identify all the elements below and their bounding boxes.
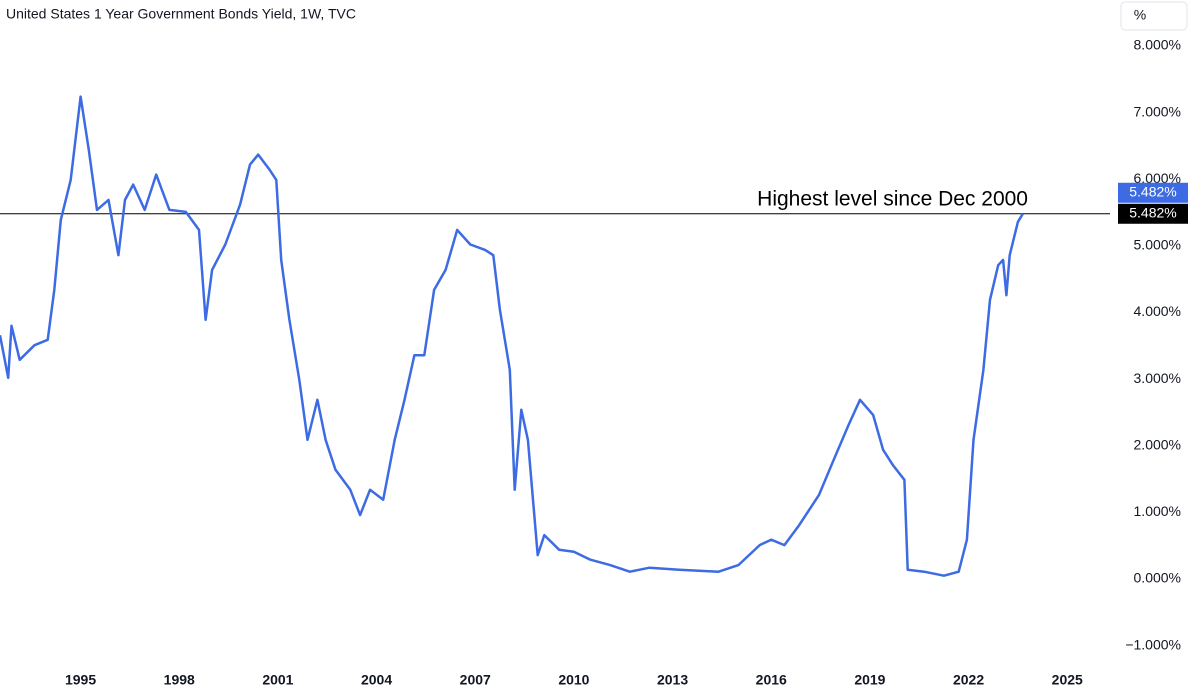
y-tick-label: 7.000% [1134,103,1181,119]
y-tick-label: 0.000% [1134,570,1181,586]
annotation-value-label: 5.482% [1129,204,1176,220]
y-tick-label: 2.000% [1134,436,1181,452]
x-tick-label: 2025 [1052,672,1083,688]
y-tick-label: 6.000% [1134,170,1181,186]
y-tick-label: 3.000% [1134,370,1181,386]
x-tick-label: 2004 [361,672,392,688]
chart-title: United States 1 Year Government Bonds Yi… [6,6,356,22]
last-value-box [1118,182,1188,203]
unit-button-box[interactable] [1120,1,1188,31]
y-tick-label: 5.000% [1134,237,1181,253]
annotation-value-box [1118,203,1188,224]
annotation-text: Highest level since Dec 2000 [757,187,1028,210]
unit-button[interactable]: % [1134,7,1146,23]
y-tick-label: −1.000% [1125,636,1181,652]
x-tick-label: 2001 [262,672,293,688]
x-tick-label: 2007 [460,672,491,688]
x-tick-label: 1995 [65,672,96,688]
y-tick-label: 4.000% [1134,303,1181,319]
y-tick-label: 1.000% [1134,503,1181,519]
x-tick-label: 2013 [657,672,688,688]
last-value-label: 5.482% [1129,183,1176,199]
y-tick-label: 8.000% [1134,37,1181,53]
x-tick-label: 2022 [953,672,984,688]
yield-line [0,95,1024,577]
x-tick-label: 2016 [756,672,787,688]
x-tick-label: 1998 [164,672,195,688]
x-tick-label: 2010 [558,672,589,688]
x-tick-label: 2019 [854,672,885,688]
